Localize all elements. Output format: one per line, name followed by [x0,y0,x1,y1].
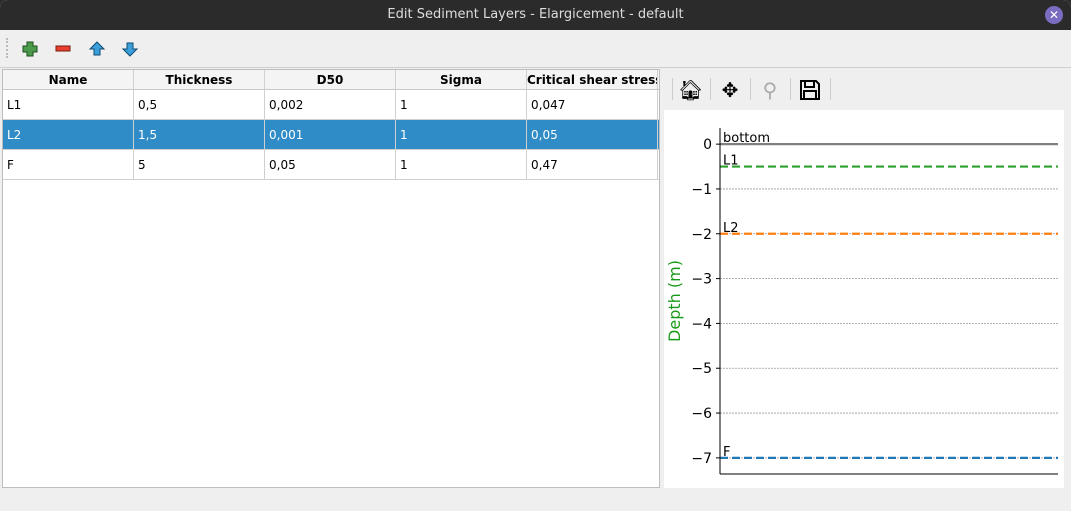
cell[interactable]: L2 [3,120,134,149]
layer-label-bottom: bottom [723,131,770,146]
table-row[interactable]: F 5 0,05 1 0,47 [3,150,659,180]
cell[interactable]: F [3,150,134,179]
title-bar: Edit Sediment Layers - Elargicement - de… [0,0,1071,30]
cell[interactable]: 1 [396,90,527,119]
cell[interactable]: 0,047 [527,90,658,119]
cell[interactable]: 0,001 [265,120,396,149]
y-axis-label: Depth (m) [665,260,684,342]
depth-chart: 0 −1 −2 −3 −4 −5 −6 −7 bottom L1 L2 F Depth (m) [665,128,1058,475]
move-up-icon[interactable] [88,40,106,58]
toolbar-grip[interactable] [6,38,9,58]
y-tick-label: −4 [691,316,712,332]
status-bar [0,488,1071,511]
layer-label-L1: L1 [723,154,739,169]
cell[interactable]: 0,05 [527,120,658,149]
column-header[interactable]: D50 [265,70,396,89]
column-header[interactable]: Name [3,70,134,89]
column-header[interactable]: Critical shear stress [527,70,658,89]
cell[interactable]: L1 [3,90,134,119]
plot-toolbar: 🏠︎ ✥ ⚲ [666,72,1066,106]
toolbar [0,30,1071,68]
move-down-icon[interactable] [121,40,139,58]
layers-table: Name Thickness D50 Sigma Critical shear … [2,69,660,488]
y-tick-label: −2 [691,227,712,243]
cell[interactable]: 1 [396,120,527,149]
home-icon[interactable]: 🏠︎ [678,78,704,102]
table-row-selected[interactable]: L2 1,5 0,001 1 0,05 [3,120,659,150]
cell[interactable]: 1 [396,150,527,179]
cell[interactable]: 5 [134,150,265,179]
cell[interactable]: 0,002 [265,90,396,119]
y-tick-label: 0 [703,137,712,153]
layer-label-L2: L2 [723,221,739,236]
table-row[interactable]: L1 0,5 0,002 1 0,047 [3,90,659,120]
cell[interactable]: 0,5 [134,90,265,119]
cell[interactable]: 0,47 [527,150,658,179]
save-icon[interactable] [798,78,822,102]
window-title: Edit Sediment Layers - Elargicement - de… [387,7,684,22]
remove-layer-icon[interactable] [54,40,72,58]
cell[interactable]: 0,05 [265,150,396,179]
y-tick-label: −5 [691,361,712,377]
column-header[interactable]: Thickness [134,70,265,89]
y-tick-label: −7 [691,451,712,467]
depth-plot: 0 −1 −2 −3 −4 −5 −6 −7 bottom L1 L2 F Depth (m) [664,110,1064,488]
close-button[interactable]: ✕ [1045,6,1063,24]
y-tick-label: −6 [691,406,712,422]
zoom-icon[interactable]: ⚲ [762,78,778,102]
add-layer-icon[interactable] [21,40,39,58]
y-tick-label: −3 [691,272,712,288]
y-tick-label: −1 [691,182,712,198]
table-header: Name Thickness D50 Sigma Critical shear … [3,70,659,90]
cell[interactable]: 1,5 [134,120,265,149]
pan-icon[interactable]: ✥ [721,78,739,102]
column-header[interactable]: Sigma [396,70,527,89]
layer-label-F: F [723,445,730,460]
